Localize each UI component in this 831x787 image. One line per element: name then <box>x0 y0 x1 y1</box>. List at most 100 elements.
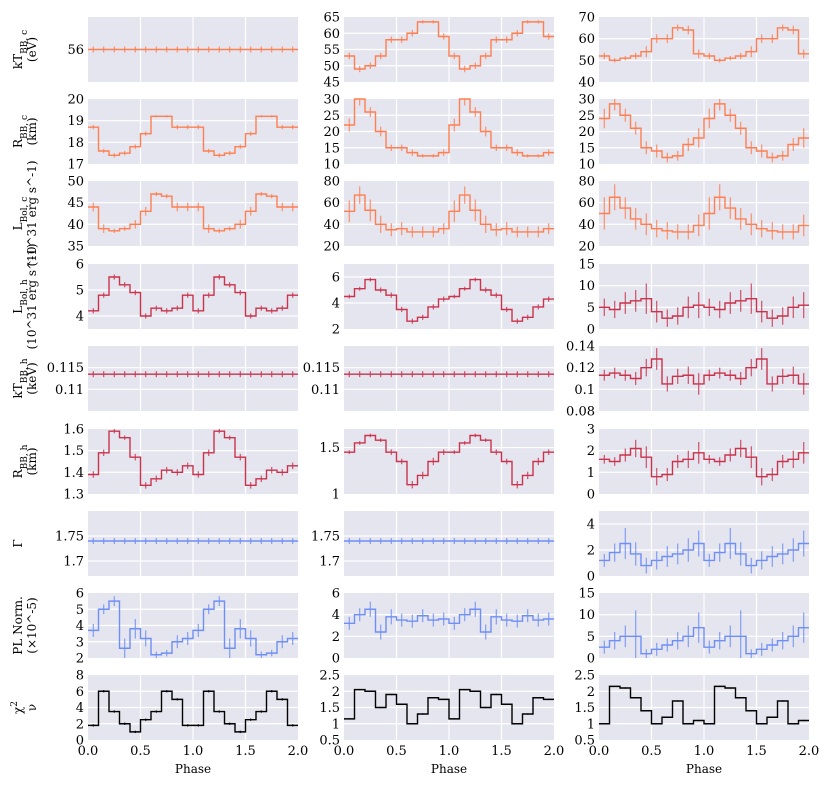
y-tick-label: 2 <box>76 717 84 732</box>
row-label-name: PL Norm. <box>11 596 25 655</box>
row-label-sub: BB, c <box>20 30 30 54</box>
y-tick-label: 0.12 <box>566 361 595 376</box>
y-tick-label: 1.7 <box>63 555 84 570</box>
y-tick-label: 18 <box>67 136 84 151</box>
y-tick-label: 20 <box>323 125 340 140</box>
y-tick-label: 10 <box>578 158 595 173</box>
y-tick-label: 25 <box>578 109 595 124</box>
y-tick-label: 6 <box>332 587 340 602</box>
y-tick-label: 1.75 <box>55 530 84 545</box>
x-tick-label: 2.0 <box>799 744 820 759</box>
y-tick-label: 0.14 <box>566 340 595 355</box>
y-tick-label: 2.5 <box>319 669 340 684</box>
y-tick-label: 0 <box>587 488 595 503</box>
y-tick-label: 1 <box>587 717 595 732</box>
row-label-name: RBB, h <box>11 444 30 478</box>
y-tick-label: 45 <box>67 196 84 211</box>
row-label-sub: 2 <box>10 701 20 707</box>
row-label-unit: ν <box>25 704 39 711</box>
row-label-unit: (km) <box>25 117 39 145</box>
y-tick-label: 1 <box>332 488 340 503</box>
row-label-main: R <box>11 468 25 478</box>
row-label-main: kT <box>11 54 25 69</box>
x-tick-label: 0.5 <box>386 744 407 759</box>
y-tick-label: 1.5 <box>574 701 595 716</box>
x-tick-label: 0.5 <box>641 744 662 759</box>
y-tick-label: 6 <box>76 258 84 273</box>
y-tick-label: 1.5 <box>63 444 84 459</box>
y-tick-label: 4 <box>332 608 340 623</box>
panel-r6-c1: 1.7 1.75 <box>311 511 554 576</box>
x-tick-label: 2.0 <box>288 744 309 759</box>
row-label-5: RBB, h(km) <box>11 444 39 478</box>
row-label-name: LBol, h <box>11 279 30 314</box>
series-line <box>88 115 298 157</box>
panel-r3-c1: 2 4 6 <box>332 264 554 338</box>
y-tick-label: 40 <box>578 76 595 91</box>
row-label-name: LBol, c <box>11 197 30 231</box>
y-tick-label: 10 <box>323 158 340 173</box>
y-tick-label: 60 <box>578 196 595 211</box>
panel-r3-c0: 4 5 6 <box>76 258 298 329</box>
row-label-6: Γ <box>11 539 25 547</box>
y-tick-label: 65 <box>323 11 340 26</box>
y-tick-label: 15 <box>578 141 595 156</box>
y-tick-label: 50 <box>67 175 84 190</box>
y-tick-label: 3 <box>587 423 595 438</box>
y-tick-label: 0 <box>332 652 340 667</box>
y-tick-label: 4 <box>76 701 84 716</box>
row-label-7: PL Norm. (×10^-5) <box>11 596 39 655</box>
panel-r3-c2: 0 5 10 15 <box>578 258 809 338</box>
panel-r6-c2: 0 2 4 <box>587 511 809 585</box>
series-line <box>88 193 298 232</box>
x-tick-label: 0.0 <box>589 744 610 759</box>
row-label-name: Γ <box>11 539 25 547</box>
panel-r5-c2: 0 1 2 3 <box>587 423 809 503</box>
y-tick-label: 5 <box>76 603 84 618</box>
y-tick-label: 0.08 <box>566 405 595 420</box>
row-label-0: kTBB, c(eV) <box>11 30 39 69</box>
x-tick-label: 1.0 <box>694 744 715 759</box>
y-tick-label: 3 <box>76 635 84 650</box>
y-tick-label: 1 <box>587 466 595 481</box>
row-label-main: kT <box>11 383 25 398</box>
y-tick-label: 8 <box>76 669 84 684</box>
y-tick-label: 15 <box>323 141 340 156</box>
series-line <box>599 626 809 655</box>
panel-r2-c1: 20 40 60 80 <box>323 175 554 255</box>
y-tick-label: 0 <box>587 570 595 585</box>
y-tick-label: 2 <box>332 630 340 645</box>
x-axis-label: Phase <box>431 762 467 776</box>
x-tick-label: 0.0 <box>78 744 99 759</box>
panel-r6-c0: 1.7 1.75 <box>55 511 298 576</box>
y-tick-label: 0.11 <box>311 383 340 398</box>
x-axis-label: Phase <box>175 762 211 776</box>
row-label-main: L <box>11 222 25 230</box>
row-label-4: kTBB, h(keV) <box>11 358 39 398</box>
y-tick-label: 1.3 <box>63 488 84 503</box>
panel-r0-c0: 56 <box>67 17 298 82</box>
row-label-unit: (10^31 erg s^-1) <box>25 160 39 266</box>
y-tick-label: 0 <box>587 323 595 338</box>
y-tick-label: 4 <box>587 518 595 533</box>
panel-r2-c0: 35 40 45 50 <box>67 175 298 255</box>
y-tick-label: 5 <box>587 301 595 316</box>
y-tick-label: 1.6 <box>63 423 84 438</box>
row-label-main: χ <box>11 706 25 714</box>
y-tick-label: 70 <box>578 11 595 26</box>
y-tick-label: 50 <box>323 59 340 74</box>
series-line <box>344 434 554 486</box>
y-tick-label: 20 <box>578 125 595 140</box>
y-tick-label: 2 <box>76 652 84 667</box>
y-tick-label: 60 <box>323 196 340 211</box>
row-label-name: χ2 <box>10 701 25 714</box>
y-tick-label: 30 <box>323 93 340 108</box>
y-tick-label: 1.4 <box>63 466 84 481</box>
series-line <box>88 690 298 733</box>
panel-r1-c0: 17 18 19 20 <box>67 93 298 173</box>
